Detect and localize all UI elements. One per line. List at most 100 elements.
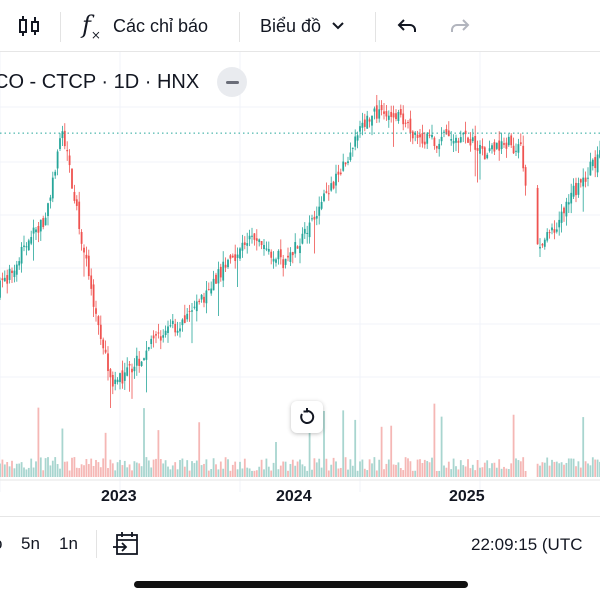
candle-body <box>186 313 189 320</box>
volume-bar <box>390 425 393 477</box>
volume-bar <box>270 470 273 477</box>
volume-bar <box>447 461 450 477</box>
volume-bar <box>99 467 102 477</box>
volume-bar <box>335 461 337 477</box>
volume-bar <box>421 463 424 477</box>
volume-bar <box>515 458 517 477</box>
candle-body <box>543 239 546 247</box>
volume-bar <box>493 462 496 477</box>
candle-body <box>25 246 28 248</box>
candle-body <box>85 254 88 259</box>
volume-bar <box>104 432 107 477</box>
candle-body <box>224 264 227 268</box>
candle-body <box>203 296 205 303</box>
candle-body <box>171 320 174 325</box>
candlestick-icon[interactable] <box>16 0 42 52</box>
candle-body <box>44 217 47 226</box>
go-to-date-button[interactable] <box>112 530 140 563</box>
volume-bar <box>159 459 162 477</box>
candle-body <box>13 270 16 278</box>
range-partial-button[interactable]: o <box>0 534 2 554</box>
volume-bar <box>330 464 333 477</box>
volume-bar <box>572 458 575 477</box>
volume-bar <box>582 417 585 477</box>
range-5y-button[interactable]: 5n <box>21 534 40 553</box>
volume-bar <box>366 470 369 477</box>
candle-body <box>315 215 318 219</box>
symbol-legend: CO - CTCP · 1D · HNX <box>0 62 248 102</box>
volume-bar <box>354 419 357 477</box>
volume-bar <box>51 460 54 477</box>
volume-bar <box>44 458 47 477</box>
volume-bar <box>111 463 114 477</box>
candle-body <box>387 115 390 120</box>
candle-body <box>51 177 54 199</box>
volume-bar <box>469 468 472 477</box>
candle-body <box>11 270 13 274</box>
volume-bar <box>0 463 1 477</box>
indicators-button[interactable]: f× Các chỉ báo <box>82 0 208 52</box>
candle-body <box>323 193 325 201</box>
redo-button[interactable] <box>448 0 472 52</box>
volume-bar <box>368 459 371 477</box>
volume-bar <box>207 470 210 477</box>
candle-body <box>121 370 124 384</box>
volume-bar <box>380 426 383 477</box>
candle-body <box>481 145 484 149</box>
candle-body <box>459 137 462 143</box>
volume-bar <box>198 422 201 477</box>
volume-bar <box>152 459 155 477</box>
volume-bar <box>11 460 13 477</box>
candle-body <box>515 150 517 152</box>
candle-body <box>311 218 313 220</box>
volume-bar <box>383 469 385 477</box>
volume-bar <box>596 459 599 477</box>
volume-bar <box>174 462 177 477</box>
volume-bar <box>359 461 361 477</box>
candle-body <box>92 284 95 307</box>
candle-body <box>486 154 489 159</box>
price-chart[interactable] <box>0 52 600 516</box>
volume-bar <box>423 459 426 477</box>
volume-bar <box>433 403 436 477</box>
volume-bar <box>18 463 21 477</box>
volume-bar <box>217 469 220 477</box>
candle-body <box>313 216 316 220</box>
volume-bar <box>6 461 9 477</box>
undo-button[interactable] <box>395 0 419 52</box>
candle-body <box>596 154 599 173</box>
candle-body <box>66 149 69 152</box>
candle-body <box>344 162 347 165</box>
candle-body <box>320 201 323 209</box>
volume-bar <box>311 469 313 477</box>
volume-bar <box>347 469 349 477</box>
candle-body <box>30 237 33 244</box>
reset-icon <box>300 408 315 424</box>
volume-bar <box>320 467 323 477</box>
chart-type-button[interactable]: Biểu đồ <box>260 0 345 52</box>
candle-body <box>500 141 503 150</box>
volume-bar <box>61 428 64 477</box>
volume-bar <box>289 464 292 477</box>
candle-body <box>179 328 181 332</box>
volume-bar <box>162 463 165 477</box>
candle-body <box>128 363 131 366</box>
volume-bar <box>397 462 400 477</box>
candle-body <box>39 219 42 232</box>
candle-body <box>294 242 297 254</box>
volume-bar <box>183 466 186 477</box>
candle-body <box>219 266 222 278</box>
volume-bar <box>536 463 539 477</box>
reset-chart-button[interactable] <box>291 401 323 433</box>
candle-body <box>191 310 193 312</box>
candle-body <box>95 308 97 314</box>
candle-body <box>471 137 474 142</box>
volume-bar <box>195 460 198 477</box>
volume-bar <box>560 462 563 477</box>
volume-bar <box>1 459 4 477</box>
collapse-legend-button[interactable] <box>217 67 248 97</box>
candle-body <box>519 142 522 145</box>
candle-body <box>49 197 52 201</box>
range-1y-button[interactable]: 1n <box>59 534 78 553</box>
volume-bar <box>318 458 321 477</box>
